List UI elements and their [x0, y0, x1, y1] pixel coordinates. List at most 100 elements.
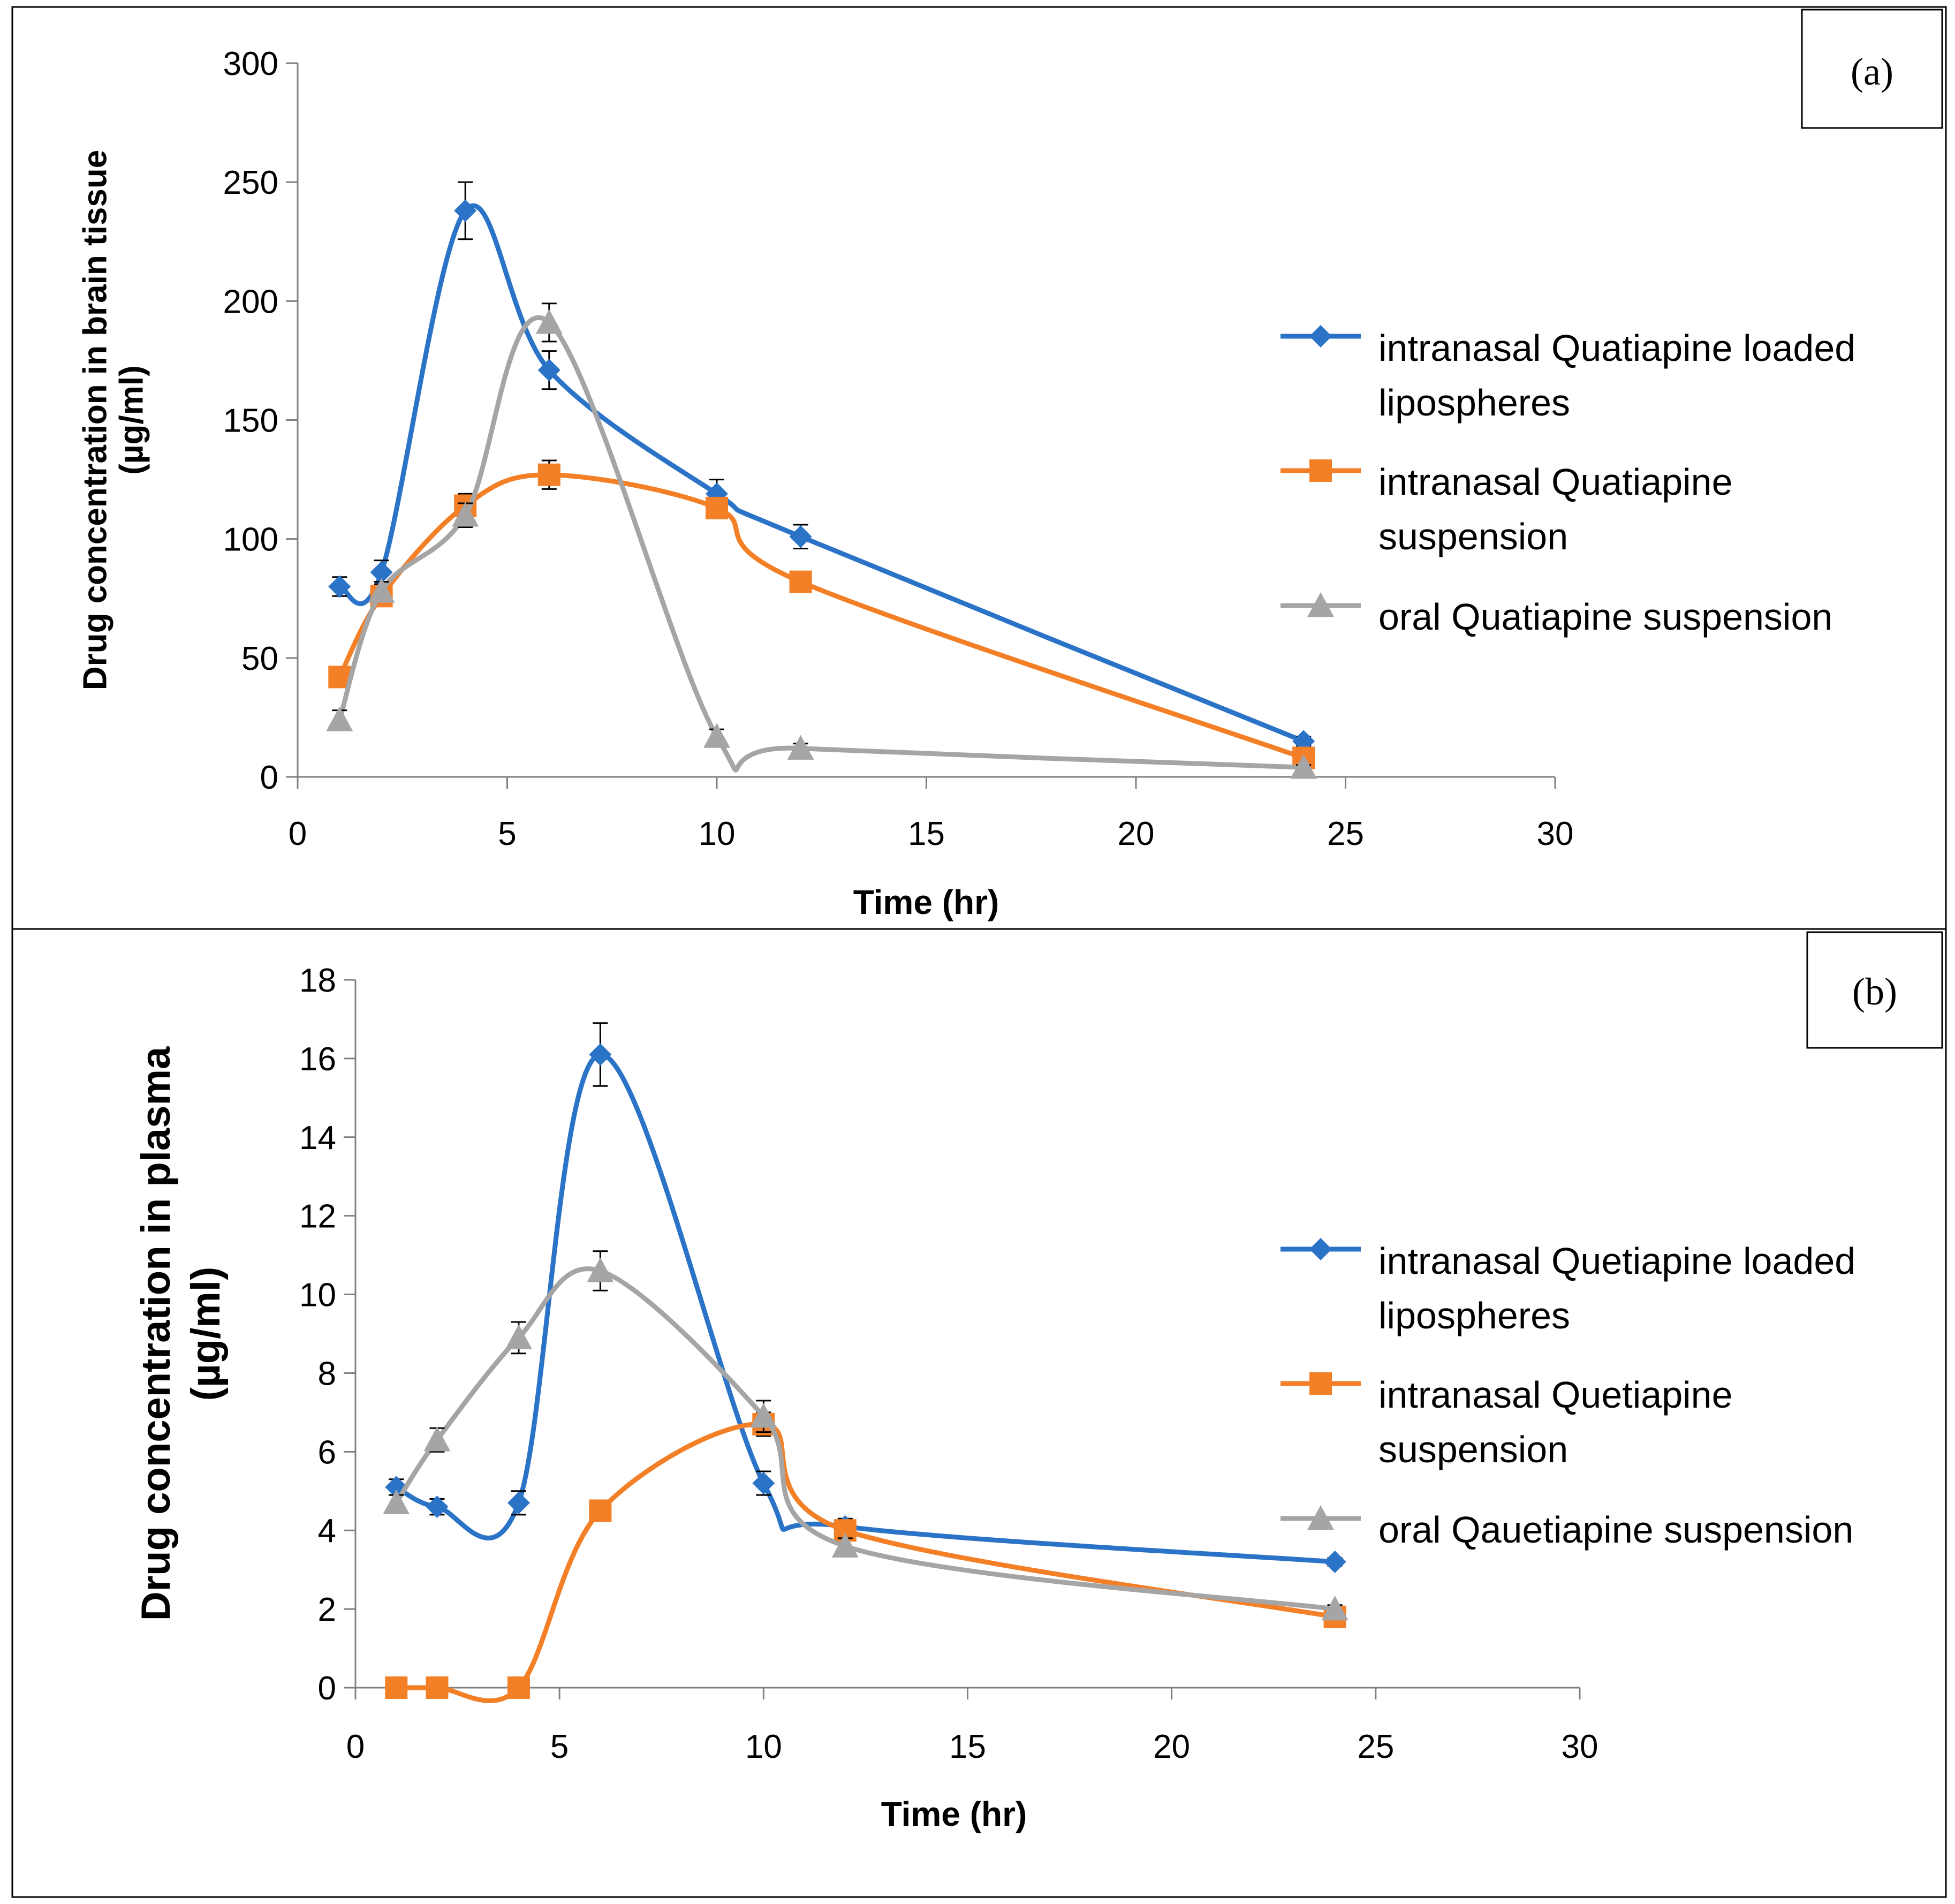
data-point — [505, 1324, 532, 1349]
legend-marker — [1307, 1505, 1334, 1530]
legend-label: intranasal Quetiapine loaded — [1378, 1240, 1855, 1282]
y-tick-label: 0 — [318, 1670, 336, 1707]
x-tick-label: 25 — [1357, 1728, 1394, 1765]
data-point — [587, 1257, 614, 1282]
y-axis-title: Drug concentration in plasma — [133, 1046, 179, 1621]
panel-label-box — [1801, 9, 1943, 129]
x-tick-label: 5 — [550, 1728, 569, 1765]
y-axis-title: Drug concentration in brain tissue — [77, 150, 113, 690]
series-line — [393, 1422, 1338, 1703]
x-axis-title: Time (hr) — [853, 883, 999, 921]
legend-label: suspension — [1378, 1429, 1568, 1470]
panel-label: (b) — [1852, 970, 1897, 1013]
y-tick-label: 100 — [223, 522, 278, 558]
data-point — [703, 723, 730, 748]
legend-marker — [1309, 459, 1332, 482]
series-diamond — [328, 181, 1315, 753]
x-tick-label: 10 — [699, 815, 736, 852]
legend-label: intranasal Quatiapine loaded — [1378, 327, 1855, 369]
data-point — [706, 496, 728, 519]
x-tick-label: 30 — [1537, 815, 1574, 852]
legend-label: intranasal Quatiapine — [1378, 461, 1733, 503]
data-point — [454, 199, 477, 222]
data-point — [452, 502, 479, 527]
x-tick-label: 25 — [1327, 815, 1364, 852]
legend-label: oral Quatiapine suspension — [1378, 596, 1832, 638]
legend-marker — [1307, 592, 1334, 617]
y-tick-label: 16 — [299, 1041, 336, 1078]
series-line — [337, 472, 1306, 760]
legend-item: intranasal Quetiapine suspension — [1280, 1372, 1733, 1470]
series-triangle — [383, 1250, 1348, 1621]
data-point — [537, 359, 560, 382]
legend-label: lipospheres — [1378, 382, 1570, 424]
data-point — [328, 575, 351, 598]
data-point — [383, 1489, 410, 1515]
series-square — [328, 459, 1315, 769]
y-tick-label: 50 — [241, 640, 278, 677]
series-line — [337, 203, 1306, 744]
legend-item: intranasal Quatiapine suspension — [1280, 459, 1733, 557]
y-tick-label: 300 — [223, 46, 278, 82]
data-point — [535, 309, 563, 334]
legend-label: oral Qauetiapine suspension — [1378, 1509, 1853, 1551]
chart-panel-b: (b) 0 2 4 6 8 10 12 14 16 18 0 5 10 15 20 25 30 Time (hr) D… — [11, 928, 1947, 1898]
y-axis-title: (µg/ml) — [113, 365, 150, 474]
panel-border — [11, 928, 1947, 1898]
legend-label: suspension — [1378, 516, 1568, 557]
data-point — [368, 578, 395, 603]
series-triangle — [326, 303, 1317, 779]
x-tick-label: 20 — [1118, 815, 1155, 852]
x-tick-label: 15 — [908, 815, 945, 852]
y-tick-label: 12 — [299, 1198, 336, 1235]
x-tick-label: 5 — [498, 815, 516, 852]
data-point — [1290, 754, 1317, 779]
data-point — [789, 570, 812, 593]
y-tick-label: 250 — [223, 164, 278, 201]
data-point — [589, 1043, 612, 1066]
y-tick-label: 4 — [318, 1513, 336, 1550]
legend-label: lipospheres — [1378, 1295, 1570, 1336]
data-point — [750, 1403, 777, 1428]
data-point — [326, 706, 353, 731]
data-point — [831, 1532, 859, 1558]
y-axis-title: (µg/ml) — [183, 1267, 229, 1401]
y-tick-label: 150 — [223, 403, 278, 440]
legend-marker — [1309, 1372, 1332, 1395]
legend-item: intranasal Quatiapine loaded lipospheres — [1280, 325, 1855, 424]
y-tick-label: 18 — [299, 962, 336, 999]
data-point — [426, 1676, 449, 1699]
legend-label: intranasal Quetiapine — [1378, 1374, 1733, 1416]
data-point — [789, 525, 812, 548]
y-tick-label: 200 — [223, 283, 278, 320]
legend-item: intranasal Quetiapine loaded lipospheres — [1280, 1238, 1855, 1336]
data-point — [423, 1426, 451, 1452]
data-point — [1323, 1550, 1346, 1573]
data-point — [370, 561, 393, 584]
x-tick-label: 10 — [745, 1728, 782, 1765]
data-point — [589, 1499, 612, 1522]
series-line — [393, 1266, 1338, 1612]
legend-marker — [1309, 1238, 1332, 1260]
y-tick-label: 14 — [299, 1120, 336, 1157]
x-tick-label: 0 — [346, 1728, 365, 1765]
y-tick-label: 2 — [318, 1591, 336, 1628]
x-axis-title: Time (hr) — [881, 1795, 1027, 1833]
data-point — [537, 463, 560, 486]
x-tick-label: 15 — [949, 1728, 986, 1765]
panel-label-box — [1806, 931, 1943, 1049]
data-point — [507, 1491, 530, 1514]
series-diamond — [385, 1022, 1346, 1573]
x-tick-label: 0 — [289, 815, 307, 852]
panel-label: (a) — [1851, 50, 1893, 93]
series-line — [337, 315, 1306, 773]
legend-item: oral Qauetiapine suspension — [1280, 1505, 1853, 1551]
y-tick-label: 6 — [318, 1434, 336, 1471]
legend-item: oral Quatiapine suspension — [1280, 592, 1832, 638]
legend-marker — [1309, 325, 1332, 347]
data-point — [1321, 1596, 1348, 1621]
data-point — [426, 1495, 449, 1518]
y-tick-label: 10 — [299, 1277, 336, 1314]
data-point — [787, 735, 814, 760]
